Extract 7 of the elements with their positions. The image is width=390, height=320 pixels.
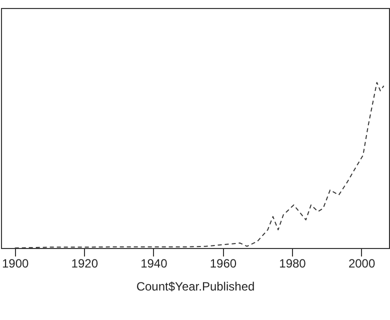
x-tick-label: 1940 xyxy=(140,256,168,270)
x-axis-title: Count$Year.Published xyxy=(136,280,255,294)
x-tick-label: 1900 xyxy=(2,256,30,270)
x-tick-label: 1960 xyxy=(210,256,237,270)
x-tick-label: 1920 xyxy=(71,256,98,270)
x-tick-label: 2000 xyxy=(348,256,376,270)
x-tick-label: 1980 xyxy=(279,256,306,270)
